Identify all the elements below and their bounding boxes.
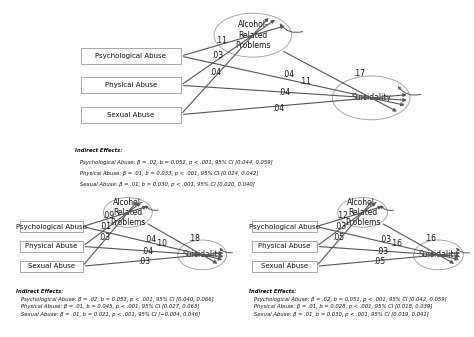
Text: Alcohol-
Related
Problems: Alcohol- Related Problems — [235, 20, 271, 50]
Text: Psychological Abuse: Psychological Abuse — [95, 53, 166, 59]
Text: Psychological Abuse: Psychological Abuse — [16, 223, 87, 229]
Text: Indirect Effects:: Indirect Effects: — [16, 289, 64, 294]
Circle shape — [413, 240, 464, 270]
Circle shape — [214, 13, 292, 57]
Text: .03: .03 — [334, 222, 346, 231]
Text: Physical Abuse: β = .01, b = 0.028, p < .001, 95% CI [0.018, 0.039]: Physical Abuse: β = .01, b = 0.028, p < … — [249, 304, 432, 309]
Circle shape — [103, 197, 152, 227]
Text: .11: .11 — [215, 36, 227, 45]
FancyBboxPatch shape — [81, 48, 181, 64]
Text: .05: .05 — [373, 257, 385, 266]
Circle shape — [337, 197, 387, 227]
Text: .04: .04 — [144, 235, 156, 244]
Text: Sexual Abuse: Sexual Abuse — [107, 112, 155, 118]
Text: Indirect Effects:: Indirect Effects: — [75, 148, 123, 153]
Text: .18: .18 — [189, 234, 201, 243]
Text: .12: .12 — [337, 211, 348, 220]
Text: .03: .03 — [376, 246, 389, 255]
Text: Physical Abuse: β = .01, b = 0.045, p < .001, 95% CI [0.027, 0.063]: Physical Abuse: β = .01, b = 0.045, p < … — [16, 304, 200, 309]
Text: Suicidality: Suicidality — [419, 250, 458, 259]
Text: .03: .03 — [98, 234, 110, 242]
Text: .04: .04 — [282, 70, 294, 79]
Text: .01: .01 — [100, 222, 111, 231]
FancyBboxPatch shape — [81, 78, 181, 93]
Text: .10: .10 — [155, 239, 167, 248]
Text: Sexual Abuse: Sexual Abuse — [261, 263, 308, 269]
Text: .09: .09 — [102, 211, 114, 220]
Text: .04: .04 — [209, 68, 221, 77]
Text: .04: .04 — [141, 246, 153, 255]
Text: .11: .11 — [300, 77, 311, 86]
Text: Physical Abuse: Physical Abuse — [105, 82, 157, 88]
Text: Suicidality: Suicidality — [351, 93, 391, 102]
Text: .04: .04 — [278, 88, 290, 97]
Text: Physical Abuse: Physical Abuse — [25, 243, 77, 249]
FancyBboxPatch shape — [252, 261, 317, 272]
Text: .16: .16 — [390, 239, 402, 248]
Text: Indirect Effects:: Indirect Effects: — [249, 289, 296, 294]
Circle shape — [332, 76, 410, 120]
FancyBboxPatch shape — [20, 221, 82, 232]
Circle shape — [178, 240, 227, 270]
Text: Physical Abuse: Physical Abuse — [258, 243, 310, 249]
FancyBboxPatch shape — [81, 106, 181, 123]
Text: Suicidality: Suicidality — [182, 250, 222, 259]
Text: Sexual Abuse: β = .01, b = 0.021, p < .001, 95% CI [−0.004, 0.046]: Sexual Abuse: β = .01, b = 0.021, p < .0… — [16, 312, 201, 317]
Text: Psychological Abuse: β = .02, b = 0.051, p < .001, 95% CI [0.042, 0.059]: Psychological Abuse: β = .02, b = 0.051,… — [249, 297, 447, 302]
Text: Sexual Abuse: Sexual Abuse — [27, 263, 75, 269]
FancyBboxPatch shape — [20, 241, 82, 252]
FancyBboxPatch shape — [20, 261, 82, 272]
Text: .16: .16 — [425, 234, 437, 243]
Text: Alcohol-
Related
Problems: Alcohol- Related Problems — [345, 197, 380, 227]
Text: .03: .03 — [137, 257, 150, 266]
Text: Psychological Abuse: β = .02, b = 0.053, p < .001, 95% CI [0.040, 0.066]: Psychological Abuse: β = .02, b = 0.053,… — [16, 297, 214, 302]
Text: .17: .17 — [353, 69, 365, 78]
Text: Sexual Abuse: β = .01, b = 0.030, p < .001, 95% CI [0.019, 0.041]: Sexual Abuse: β = .01, b = 0.030, p < .0… — [249, 312, 428, 317]
Text: Sexual Abuse: β = .01, b = 0.030, p < .001, 95% CI [0.020, 0.040]: Sexual Abuse: β = .01, b = 0.030, p < .0… — [75, 183, 255, 187]
Text: Alcohol-
Related
Problems: Alcohol- Related Problems — [110, 197, 146, 227]
FancyBboxPatch shape — [252, 221, 317, 232]
Text: .05: .05 — [332, 234, 344, 242]
Text: Psychological Abuse: Psychological Abuse — [249, 223, 320, 229]
Text: .03: .03 — [211, 51, 224, 60]
FancyBboxPatch shape — [252, 241, 317, 252]
Text: .04: .04 — [272, 103, 284, 113]
Text: Physical Abuse: β = .01, b = 0.033, p < .001, 95% CI [0.024, 0.042]: Physical Abuse: β = .01, b = 0.033, p < … — [75, 171, 259, 176]
Text: .03: .03 — [379, 235, 392, 244]
Text: Psychological Abuse: β = .02, b = 0.052, p < .001, 95% CI [0.044, 0.059]: Psychological Abuse: β = .02, b = 0.052,… — [75, 159, 273, 164]
